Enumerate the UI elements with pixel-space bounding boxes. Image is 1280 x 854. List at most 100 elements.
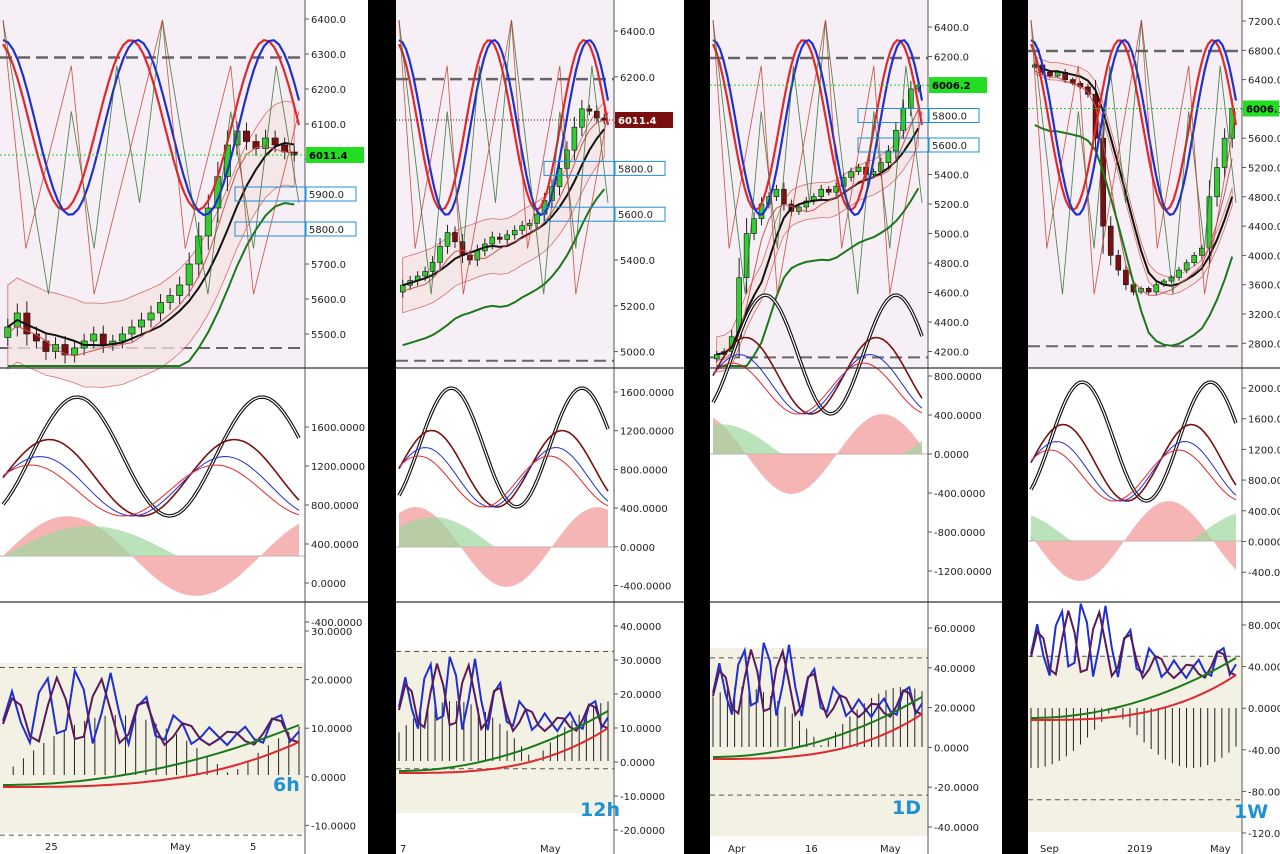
price-tick-label: 2800.0 — [1248, 339, 1280, 350]
osc1-red-line — [712, 362, 923, 415]
osc2-tick-label: 0.0000 — [311, 773, 346, 784]
osc1-red-line — [2, 464, 300, 517]
price-tick-label: 6400.0 — [620, 27, 655, 38]
candle-down — [1123, 269, 1129, 285]
zigzag-red-line — [2, 19, 300, 295]
chart-1w: 7200.06800.06400.06000.05600.05200.04800… — [1028, 0, 1280, 854]
osc1-darkred-line — [1030, 423, 1237, 502]
candle-up — [1214, 167, 1220, 198]
candle-down — [271, 137, 279, 146]
chart-6h-osc1 — [0, 395, 305, 596]
level-box — [857, 108, 929, 123]
osc2-green-line — [3, 724, 300, 786]
level-label-box — [614, 206, 666, 222]
zigzag-red-line — [1030, 19, 1237, 295]
moving-average-red — [716, 108, 919, 361]
chart-12h-timeframe-label: 12h — [580, 799, 620, 821]
price-tick-label: 4800.0 — [934, 259, 969, 270]
price-tick-label: 6200.0 — [311, 85, 346, 96]
candle-up — [855, 166, 862, 172]
candle-up — [138, 319, 145, 328]
price-tick-label: 5000.0 — [934, 230, 969, 241]
zigzag-red-line — [398, 19, 609, 295]
x-tick-label: May — [1210, 844, 1231, 854]
zigzag-red-line — [712, 19, 923, 295]
candle-down — [1107, 225, 1114, 256]
x-tick-label: Apr — [728, 844, 746, 854]
chart-12h: 6400.06200.06000.05800.05600.05400.05200… — [396, 0, 684, 854]
level-box — [234, 221, 306, 237]
support-line-green — [1034, 124, 1234, 347]
osc1-tick-label: 800.0000 — [311, 501, 359, 512]
osc1-tick-label: 800.0000 — [620, 465, 668, 476]
osc1-histogram-green — [399, 517, 608, 547]
level-box — [543, 160, 615, 176]
level-label: 5800.0 — [309, 225, 344, 236]
zigzag-green-line — [398, 19, 609, 295]
level-label: 5900.0 — [309, 190, 344, 201]
osc1-tick-label: 1200.0000 — [311, 462, 365, 473]
osc1-tick-label: 400.0000 — [311, 540, 359, 551]
price-tick-label: 6400.0 — [1248, 76, 1280, 87]
osc1-tick-label: 1600.0000 — [1248, 415, 1280, 426]
osc1-black-line-inner — [2, 396, 300, 517]
osc1-tick-label: 0.0000 — [620, 543, 655, 554]
chart-1d-axes: 6400.06200.06000.05800.05600.05400.05200… — [710, 0, 1002, 854]
stoch-blue-line — [1030, 38, 1238, 217]
osc2-red-line — [399, 727, 609, 774]
osc2-tick-label: 0.0000 — [620, 758, 655, 769]
osc1-tick-label: 400.0000 — [1248, 507, 1280, 518]
osc1-red-line — [398, 455, 609, 508]
candle-up — [818, 188, 824, 197]
last-price-tag — [615, 111, 673, 128]
chart-1d-timeframe-label: 1D — [892, 797, 921, 819]
osc1-tick-label: -400.0000 — [620, 582, 671, 593]
osc1-histogram-green — [3, 526, 299, 556]
osc2-tick-label: 30.0000 — [620, 656, 661, 667]
level-label: 5600.0 — [618, 210, 653, 221]
osc1-tick-label: 1200.0000 — [620, 427, 674, 438]
osc2-tick-label: 60.0000 — [934, 624, 975, 635]
osc2-red-line — [713, 713, 923, 760]
osc1-tick-label: 0.0000 — [311, 579, 346, 590]
osc1-tick-label: 2000.0000 — [1248, 384, 1280, 395]
osc1-blue-line — [712, 353, 923, 415]
osc1-blue-line — [398, 446, 609, 508]
candle-up — [147, 312, 155, 321]
osc1-black-line-inner — [712, 294, 923, 415]
candle-up — [713, 354, 720, 360]
stoch-blue-line — [2, 38, 301, 217]
separator-3 — [1002, 0, 1028, 854]
osc1-red-line — [1030, 449, 1237, 502]
osc2-tick-label: -10.0000 — [620, 792, 665, 803]
chart-6h-lines — [0, 19, 305, 367]
level-box — [857, 137, 929, 153]
level-label-box — [928, 108, 980, 123]
last-price-tag — [306, 147, 364, 164]
osc1-histogram-red — [713, 414, 922, 494]
candle-up — [504, 234, 510, 240]
price-tick-label: 6100.0 — [311, 120, 346, 131]
price-tick-label: 5000.0 — [620, 348, 655, 359]
candle-up — [118, 333, 126, 342]
level-label-box — [305, 186, 357, 202]
candle-up — [1054, 71, 1061, 77]
chart-6h-osc2-area — [0, 663, 305, 833]
chart-6h: 6400.06300.06200.06100.06000.05900.05800… — [0, 0, 368, 854]
price-tick-label: 6400.0 — [934, 23, 969, 34]
stoch-red-line — [2, 39, 301, 212]
moving-average-black — [7, 141, 295, 347]
osc2-tick-label: 80.0000 — [1248, 621, 1280, 632]
osc2-green-line — [1031, 657, 1237, 719]
support-line-green — [716, 187, 920, 367]
moving-average-black — [1034, 64, 1234, 287]
candle-up — [204, 207, 212, 237]
osc2-tick-label: -10.0000 — [311, 821, 356, 832]
osc1-tick-label: -1200.0000 — [934, 567, 992, 578]
zigzag-green-line — [2, 19, 300, 295]
support-line-green — [402, 188, 606, 347]
price-tick-label: 5200.0 — [620, 302, 655, 313]
stoch-blue-line — [712, 38, 924, 217]
chart-1d-osc2 — [710, 642, 928, 796]
x-tick-label: Sep — [1040, 844, 1059, 854]
